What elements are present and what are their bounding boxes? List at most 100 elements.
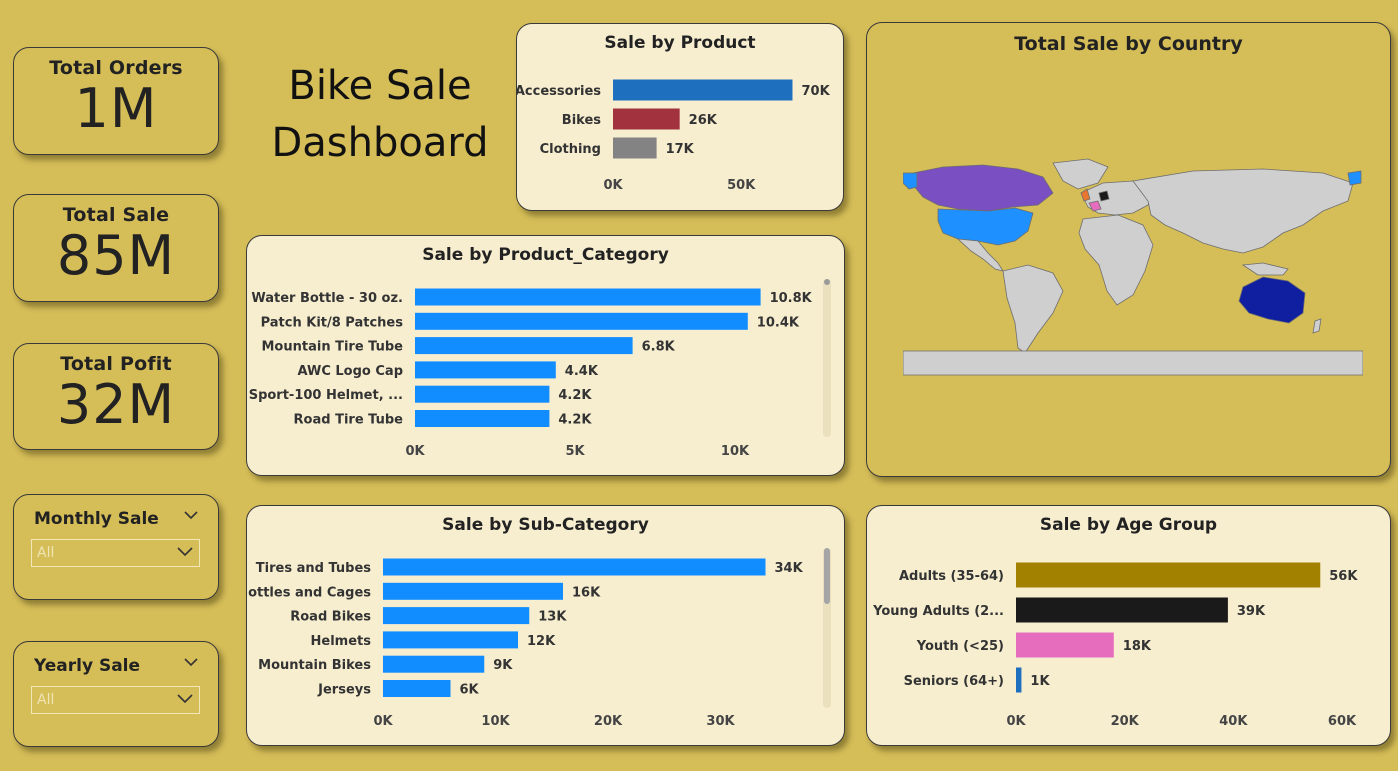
tick-label: 40K — [1219, 714, 1248, 729]
bar — [1016, 632, 1114, 658]
indonesia — [1241, 262, 1289, 276]
total-profit-card: Total Pofit 32M — [13, 343, 219, 450]
data-label: 17K — [666, 142, 695, 157]
bar — [415, 288, 761, 306]
chevron-down-icon — [177, 694, 193, 704]
category-label: Bikes — [562, 113, 601, 128]
data-label: 4.2K — [558, 413, 592, 428]
bar — [415, 410, 550, 427]
tick-label: 5K — [565, 444, 585, 459]
tick-label: 50K — [727, 178, 756, 193]
total-orders-label: Total Orders — [49, 57, 183, 79]
sale-by-subcategory-panel: Sale by Sub-Category Tires and Tubes 34K B… — [246, 505, 845, 746]
dashboard-title: Bike Sale Dashboard — [271, 63, 489, 166]
tick-label: 30K — [706, 714, 735, 729]
sale-by-category-chart: Water Bottle - 30 oz. 10.8K Patch Kit/8 Pa… — [249, 288, 813, 459]
data-label: 6.8K — [642, 340, 676, 355]
bar — [383, 607, 530, 625]
south-america — [1002, 264, 1064, 354]
category-label: AWC Logo Cap — [298, 364, 403, 379]
data-label: 39K — [1237, 604, 1266, 619]
sale-by-country-title: Total Sale by Country — [1014, 33, 1243, 55]
category-label: Seniors (64+) — [904, 674, 1004, 689]
united-kingdom — [1080, 188, 1091, 202]
bar — [415, 385, 550, 403]
yearly-sale-value: All — [37, 692, 55, 708]
data-label: 56K — [1329, 569, 1358, 584]
data-label: 18K — [1123, 639, 1152, 654]
sale-by-subcategory-title: Sale by Sub-Category — [442, 515, 649, 535]
tick-label: 10K — [721, 444, 750, 459]
world-map[interactable] — [903, 153, 1363, 383]
data-label: 34K — [775, 561, 804, 576]
bar — [383, 655, 485, 673]
category-label: Adults (35-64) — [899, 569, 1004, 584]
sale-by-category-title: Sale by Product_Category — [422, 245, 669, 265]
data-label: 10.4K — [757, 315, 800, 330]
scrollbar-thumb[interactable] — [824, 279, 830, 285]
tick-label: 20K — [594, 714, 623, 729]
data-label: 13K — [538, 610, 567, 625]
alaska — [903, 172, 918, 190]
total-orders-value: 1M — [74, 77, 158, 140]
total-profit-label: Total Pofit — [60, 353, 172, 375]
tick-label: 20K — [1111, 714, 1140, 729]
bar — [415, 312, 748, 330]
category-label: Road Tire Tube — [294, 413, 404, 428]
monthly-sale-dropdown[interactable]: All — [31, 539, 200, 567]
bar — [383, 582, 563, 600]
scrollbar-thumb[interactable] — [824, 548, 830, 604]
bar — [613, 108, 680, 130]
category-label: Jerseys — [317, 683, 371, 698]
category-label: Bottles and Cages — [247, 585, 371, 600]
antarctica — [903, 350, 1363, 376]
total-sale-value: 85M — [56, 224, 176, 287]
data-label: 10.8K — [770, 291, 813, 306]
bar — [1016, 667, 1022, 693]
data-label: 70K — [801, 84, 830, 99]
sale-by-category-panel: Sale by Product_Category Water Bottle - … — [246, 235, 845, 476]
russia-east — [1347, 170, 1362, 186]
data-label: 4.2K — [558, 388, 592, 403]
yearly-sale-slicer: Yearly Sale All — [13, 641, 219, 747]
monthly-sale-slicer: Monthly Sale All — [13, 494, 219, 600]
bar — [383, 631, 518, 649]
category-label: Youth (<25) — [916, 639, 1004, 654]
data-label: 6K — [460, 683, 480, 698]
scrollbar-track[interactable] — [823, 279, 831, 437]
category-label: Road Bikes — [290, 610, 371, 625]
yearly-sale-dropdown[interactable]: All — [31, 686, 200, 714]
data-label: 12K — [527, 634, 556, 649]
new-zealand — [1312, 318, 1322, 334]
tick-label: 60K — [1328, 714, 1357, 729]
category-label: Mountain Bikes — [258, 658, 371, 673]
africa — [1078, 214, 1154, 306]
total-orders-card: Total Orders 1M — [13, 47, 219, 155]
data-label: 16K — [572, 585, 601, 600]
data-label: 9K — [493, 658, 513, 673]
scrollbar-track[interactable] — [823, 548, 831, 708]
category-label: Accessories — [517, 84, 601, 99]
total-sale-label: Total Sale — [62, 204, 170, 226]
france — [1088, 200, 1102, 212]
category-label: Water Bottle - 30 oz. — [251, 291, 403, 306]
germany — [1098, 190, 1110, 202]
category-label: Clothing — [540, 142, 601, 157]
chevron-down-icon[interactable] — [184, 658, 198, 667]
sale-by-country-panel: Total Sale by Country — [866, 22, 1391, 477]
category-label: Patch Kit/8 Patches — [261, 315, 404, 330]
bar — [613, 79, 793, 101]
chevron-down-icon[interactable] — [184, 511, 198, 520]
category-label: Helmets — [311, 634, 372, 649]
data-label: 4.4K — [565, 364, 599, 379]
bar — [383, 680, 451, 697]
category-label: Sport-100 Helmet, ... — [249, 388, 403, 403]
bar — [613, 137, 657, 159]
bar — [415, 361, 556, 379]
bar — [383, 558, 766, 576]
sale-by-product-title: Sale by Product — [604, 33, 756, 53]
sale-by-age-panel: Sale by Age Group Adults (35-64) 56K Young… — [866, 505, 1391, 746]
data-label: 1K — [1030, 674, 1050, 689]
asia — [1132, 168, 1354, 254]
greenland — [1052, 158, 1109, 190]
